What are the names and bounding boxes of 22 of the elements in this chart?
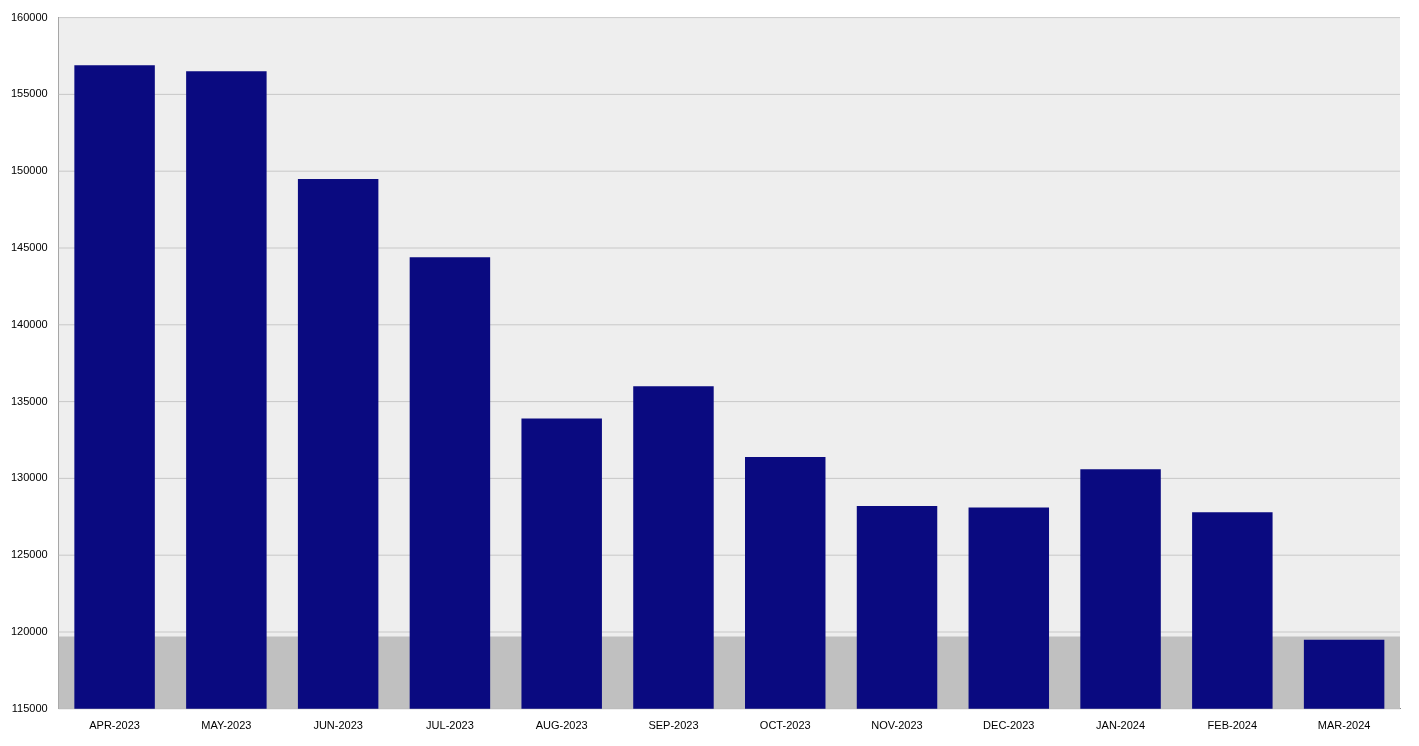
y-tick-label: 150000 — [10, 164, 48, 177]
x-tick-label: NOV-2023 — [871, 719, 923, 732]
x-tick-label: APR-2023 — [89, 719, 140, 732]
x-tick-label: AUG-2023 — [535, 719, 588, 732]
x-tick-label: MAR-2024 — [1317, 719, 1371, 732]
x-tick-label: JUL-2023 — [426, 719, 474, 732]
y-tick-label: 120000 — [10, 625, 48, 638]
y-tick-label: 130000 — [10, 471, 48, 484]
x-tick-label: MAY-2023 — [201, 719, 252, 732]
x-tick-label: JUN-2023 — [313, 719, 363, 732]
y-tick-label: 160000 — [10, 10, 48, 23]
y-tick-label: 155000 — [10, 87, 48, 100]
y-tick-label: 140000 — [10, 317, 48, 330]
y-tick-label: 115000 — [11, 701, 48, 714]
x-tick-label: OCT-2023 — [759, 719, 811, 732]
y-tick-label: 125000 — [10, 548, 48, 561]
y-tick-label: 145000 — [10, 241, 48, 254]
x-tick-label: FEB-2024 — [1207, 719, 1258, 732]
x-tick-label: JAN-2024 — [1096, 719, 1146, 732]
x-tick-label: SEP-2023 — [648, 719, 699, 732]
y-tick-label: 135000 — [10, 394, 48, 407]
x-tick-label: DEC-2023 — [983, 719, 1035, 732]
